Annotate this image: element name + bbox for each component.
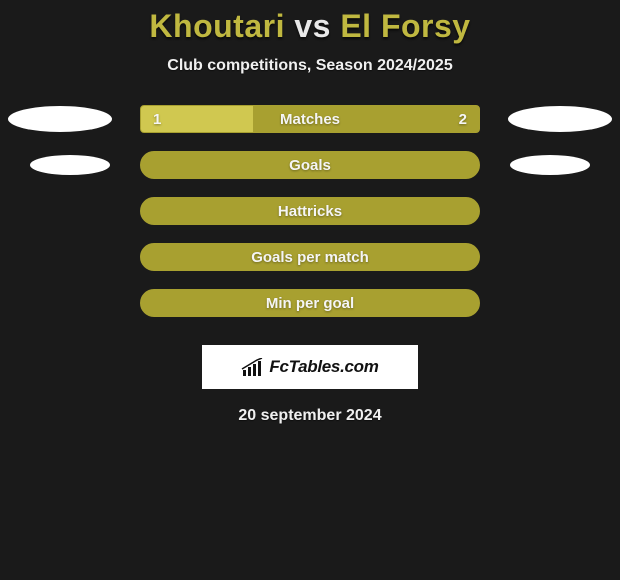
stat-row-min-per-goal: Min per goal (0, 289, 620, 317)
stat-bar: Goals per match (140, 243, 480, 271)
right-ellipse (510, 155, 590, 175)
stats-rows: 1 Matches 2 Goals Hattricks Goals per ma… (0, 105, 620, 317)
title-vs: vs (294, 8, 331, 44)
stat-bar: 1 Matches 2 (140, 105, 480, 133)
logo-box: FcTables.com (202, 345, 418, 389)
stat-bar: Hattricks (140, 197, 480, 225)
stat-bar: Min per goal (140, 289, 480, 317)
comparison-container: Khoutari vs El Forsy Club competitions, … (0, 0, 620, 425)
date-text: 20 september 2024 (0, 407, 620, 425)
bar-label: Matches (280, 111, 340, 128)
logo-chart-icon (241, 358, 263, 376)
logo-text: FcTables.com (269, 357, 378, 377)
stat-bar: Goals (140, 151, 480, 179)
player1-name: Khoutari (149, 8, 285, 44)
bar-label: Goals per match (251, 249, 369, 266)
stat-row-goals-per-match: Goals per match (0, 243, 620, 271)
left-ellipse (30, 155, 110, 175)
stat-row-matches: 1 Matches 2 (0, 105, 620, 133)
bar-label: Hattricks (278, 203, 342, 220)
right-ellipse (508, 106, 612, 132)
left-ellipse (8, 106, 112, 132)
stat-row-hattricks: Hattricks (0, 197, 620, 225)
player2-name: El Forsy (340, 8, 470, 44)
subtitle: Club competitions, Season 2024/2025 (0, 57, 620, 75)
page-title: Khoutari vs El Forsy (0, 8, 620, 45)
bar-label: Goals (289, 157, 331, 174)
bar-label: Min per goal (266, 295, 354, 312)
stat-row-goals: Goals (0, 151, 620, 179)
left-value: 1 (153, 111, 161, 128)
right-value: 2 (459, 111, 467, 128)
